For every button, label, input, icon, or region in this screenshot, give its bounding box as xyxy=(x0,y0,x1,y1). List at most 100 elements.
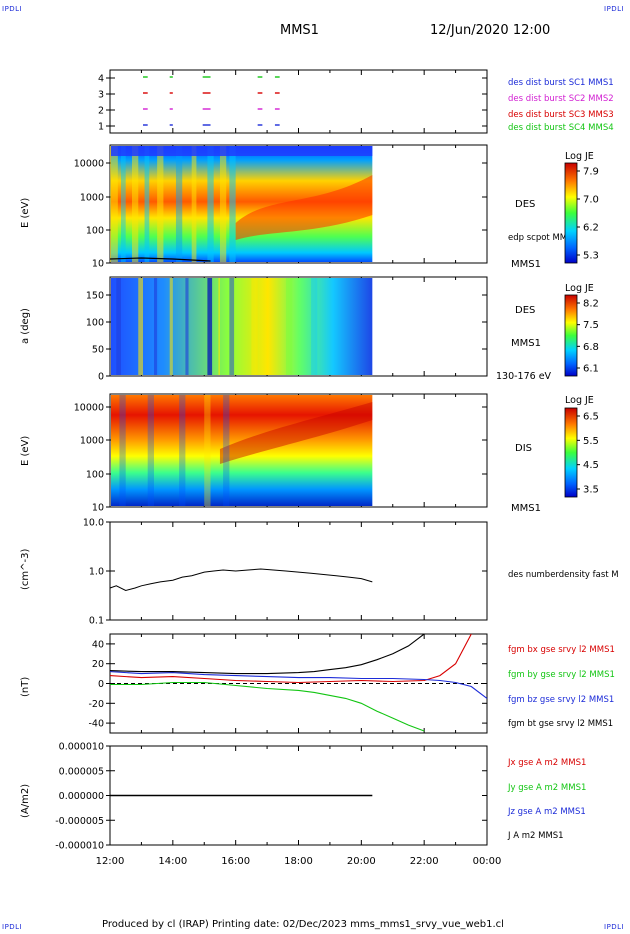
des-energy-ytick-label: 1000 xyxy=(80,193,104,204)
dis-energy-colorbar-tick-label: 3.5 xyxy=(583,485,599,496)
des-pitch-stripe xyxy=(251,278,258,375)
dis-energy-stripe xyxy=(223,395,230,506)
des-pitch-stripe xyxy=(185,278,189,375)
des-pitch-colorbar-tick-label: 7.5 xyxy=(583,320,599,331)
current-legend-jx: Jx gse A m2 MMS1 xyxy=(508,758,587,768)
des-energy-colorbar xyxy=(564,162,578,264)
time-tick-label: 18:00 xyxy=(284,856,313,867)
burst-legend-1: des dist burst SC1 MMS1 xyxy=(508,78,614,88)
des-energy-ytick-label: 10000 xyxy=(74,159,104,170)
des-pitch-stripe xyxy=(218,278,220,375)
des-energy-stripe xyxy=(229,146,236,262)
des-energy-overlay-label: edp scpot MMS1 xyxy=(508,233,578,243)
dis-energy-ytick-label: 100 xyxy=(86,470,104,481)
des-energy-top-band xyxy=(111,146,373,156)
fgm-legend-bt: fgm bt gse srvy l2 MMS1 xyxy=(508,719,614,729)
time-tick-label: 20:00 xyxy=(347,856,376,867)
dis-energy-colorbar-tick-label: 4.5 xyxy=(583,460,599,471)
current-legend-jy: Jy gse A m2 MMS1 xyxy=(508,783,587,793)
colorbar-title-des-energy: Log JE xyxy=(565,151,594,162)
dis-energy-stripe xyxy=(147,395,154,506)
des-energy-red-band xyxy=(235,175,373,240)
corner-mark-bottom-right: IPDLI xyxy=(604,923,625,931)
density-ytick-label: 1.0 xyxy=(89,567,104,578)
fgm-ytick-label: -40 xyxy=(88,719,104,730)
burst-ytick-label: 2 xyxy=(98,106,104,117)
mission-title: MMS1 xyxy=(280,23,319,38)
density-ytick-label: 10.0 xyxy=(83,518,104,529)
des-energy-bottom-label: MMS1 xyxy=(511,259,541,270)
time-tick-label: 12:00 xyxy=(96,856,125,867)
des-pitch-stripe xyxy=(169,278,173,375)
des-energy-stripe xyxy=(120,146,126,262)
dis-energy-side-label: DIS xyxy=(515,443,532,454)
dis-energy-colorbar-tick-label: 6.5 xyxy=(583,412,599,423)
current-ytick-label: 0.000000 xyxy=(59,791,104,802)
des-pitch-stripe xyxy=(285,278,293,375)
current-ytick-label: -0.000010 xyxy=(55,841,104,852)
des-pitch-spectrogram xyxy=(111,278,373,375)
des-pitch-stripe xyxy=(311,278,318,375)
fgm-legend-bz: fgm bz gse srvy l2 MMS1 xyxy=(508,695,615,705)
density-series-line xyxy=(109,568,373,592)
current-ytick-label: 0.000005 xyxy=(59,766,104,777)
des-energy-stripe xyxy=(207,146,214,262)
des-pitch-colorbar xyxy=(564,294,578,377)
des-pitch-bottom-label: MMS1 xyxy=(511,338,541,349)
colorbar-title-des-pitch: Log JE xyxy=(565,283,594,294)
des-energy-stripe xyxy=(175,146,183,262)
des-energy-stripe xyxy=(144,146,150,262)
fgm-ytick-label: 20 xyxy=(92,659,104,670)
burst-ytick-label: 4 xyxy=(98,74,104,85)
fgm-series-line xyxy=(109,671,488,699)
dis-energy-ytick-label: 1000 xyxy=(80,436,104,447)
des-pitch-stripe xyxy=(229,278,235,375)
fgm-legend-by: fgm by gse srvy l2 MMS1 xyxy=(508,670,615,680)
burst-frame xyxy=(109,69,488,134)
des-energy-stripe xyxy=(110,146,118,262)
des-pitch-stripe xyxy=(207,278,213,375)
time-tick-label: 14:00 xyxy=(158,856,187,867)
burst-ytick-label: 1 xyxy=(98,122,104,133)
fgm-ytick-label: 40 xyxy=(92,639,104,650)
des-pitch-ytick-label: 100 xyxy=(86,318,104,329)
des-energy-colorbar-tick-label: 7.9 xyxy=(583,167,599,178)
des-pitch-colorbar-tick-label: 8.2 xyxy=(583,299,599,310)
des-pitch-stripe xyxy=(116,278,121,375)
dis-energy-red-band xyxy=(219,402,373,464)
corner-mark-top-right: IPDLI xyxy=(604,5,625,13)
des-pitch-ytick-label: 0 xyxy=(98,372,104,383)
dis-energy-ytick-label: 10 xyxy=(92,503,104,514)
des-energy-ytick-label: 10 xyxy=(92,259,104,270)
fgm-ytick-label: 0 xyxy=(98,679,104,690)
current-ytick-label: -0.000005 xyxy=(55,816,104,827)
dis-energy-spectrogram xyxy=(111,395,373,506)
des-pitch-side-label: DES xyxy=(515,305,536,316)
fgm-legend-bx: fgm bx gse srvy l2 MMS1 xyxy=(508,645,615,655)
des-pitch-stripe xyxy=(138,278,143,375)
des-energy-stripe xyxy=(219,146,227,262)
dis-energy-colorbar xyxy=(564,407,578,498)
time-tick-label: 16:00 xyxy=(221,856,250,867)
datetime-title: 12/Jun/2020 12:00 xyxy=(430,23,551,38)
des-energy-scpot-line xyxy=(109,257,211,262)
dis-energy-ytick-label: 10000 xyxy=(74,403,104,414)
fgm-series-line xyxy=(109,633,425,675)
density-ytick-label: 0.1 xyxy=(89,616,104,627)
des-pitch-energy-label: 130-176 eV xyxy=(496,371,552,382)
dis-energy-colorbar-tick-label: 5.5 xyxy=(583,436,599,447)
dis-energy-stripe xyxy=(204,395,211,506)
des-energy-ytick-label: 100 xyxy=(86,226,104,237)
burst-ytick-label: 3 xyxy=(98,90,104,101)
des-energy-stripe xyxy=(131,146,139,262)
des-energy-side-label: DES xyxy=(515,199,536,210)
des-energy-colorbar-tick-label: 7.0 xyxy=(583,195,599,206)
fgm-series-line xyxy=(109,633,472,684)
fgm-ytick-label: -20 xyxy=(88,699,104,710)
burst-legend-4: des dist burst SC4 MMS4 xyxy=(508,123,614,133)
current-legend-j: J A m2 MMS1 xyxy=(508,831,564,841)
colorbar-title-dis-energy: Log JE xyxy=(565,395,594,406)
fgm-series-line xyxy=(110,681,425,732)
des-pitch-colorbar-tick-label: 6.8 xyxy=(583,342,599,353)
